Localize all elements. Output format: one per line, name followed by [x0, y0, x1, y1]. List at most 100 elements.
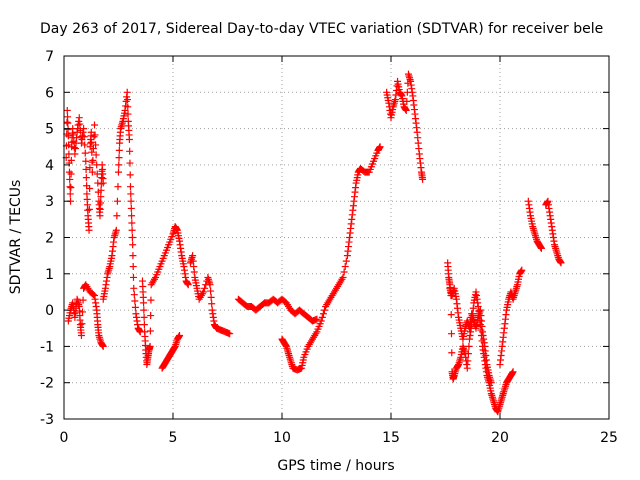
- data-point: [537, 244, 545, 252]
- data-point: [126, 171, 134, 179]
- data-point: [128, 234, 136, 241]
- y-tick-label: 2: [45, 231, 54, 247]
- data-point: [487, 379, 495, 387]
- data-point: [448, 349, 456, 357]
- data-point: [67, 170, 75, 178]
- x-axis-label: GPS time / hours: [277, 458, 394, 474]
- series-6: [186, 252, 234, 338]
- data-point: [206, 281, 214, 289]
- data-point: [339, 273, 347, 281]
- series-2: [64, 281, 107, 350]
- data-point: [99, 342, 107, 350]
- data-point: [64, 132, 72, 140]
- data-point: [98, 174, 106, 182]
- data-point: [79, 308, 87, 316]
- data-point: [81, 149, 89, 157]
- data-point: [226, 330, 234, 338]
- data-point: [464, 350, 472, 358]
- data-point: [402, 106, 410, 114]
- data-point: [207, 287, 215, 295]
- data-point: [97, 199, 105, 207]
- data-point: [140, 299, 148, 307]
- series-1: [62, 106, 107, 234]
- data-point: [126, 159, 134, 167]
- data-point: [176, 332, 184, 340]
- data-point: [518, 266, 526, 274]
- data-point: [342, 257, 350, 265]
- data-point: [146, 327, 154, 335]
- data-point: [88, 148, 96, 156]
- data-point: [464, 357, 472, 365]
- data-point: [130, 284, 138, 292]
- data-point: [131, 297, 139, 305]
- x-tick-label: 5: [169, 430, 178, 446]
- data-point: [64, 119, 72, 127]
- series-9: [383, 70, 427, 183]
- data-point: [96, 205, 104, 213]
- series-5: [158, 332, 184, 372]
- data-point: [65, 168, 73, 176]
- data-point: [66, 183, 74, 191]
- data-point: [200, 288, 208, 296]
- data-point: [419, 175, 427, 183]
- y-tick-label: -3: [40, 412, 54, 428]
- data-point: [99, 179, 107, 187]
- data-point: [79, 296, 87, 304]
- data-point: [115, 161, 123, 169]
- y-tick-label: -2: [40, 376, 54, 392]
- data-point: [447, 311, 455, 319]
- data-point: [129, 241, 137, 249]
- data-point: [65, 150, 73, 158]
- data-point: [341, 263, 349, 271]
- data-point: [140, 306, 148, 314]
- chart-title: Day 263 of 2017, Sidereal Day-to-day VTE…: [40, 21, 603, 37]
- y-tick-label: 4: [45, 158, 54, 174]
- x-tick-label: 20: [491, 430, 509, 446]
- data-point: [64, 126, 72, 134]
- series-3: [99, 88, 144, 336]
- data-point: [88, 168, 96, 176]
- y-tick-label: 6: [45, 85, 54, 101]
- data-point: [127, 190, 135, 198]
- data-point: [88, 138, 96, 146]
- data-point: [112, 226, 120, 234]
- data-point: [201, 284, 209, 292]
- data-point: [75, 114, 83, 122]
- data-point: [91, 131, 99, 139]
- data-points: [62, 70, 565, 416]
- data-point: [114, 183, 122, 191]
- data-point: [463, 364, 471, 372]
- data-point: [509, 368, 517, 376]
- data-point: [81, 141, 89, 149]
- data-point: [128, 219, 136, 227]
- data-point: [123, 88, 131, 96]
- data-point: [66, 190, 74, 198]
- data-point: [340, 268, 348, 276]
- data-point: [85, 205, 93, 213]
- series-13: [524, 197, 545, 252]
- data-point: [140, 313, 148, 321]
- data-point: [82, 165, 90, 173]
- data-point: [127, 197, 135, 205]
- data-point: [77, 332, 85, 340]
- series-4: [138, 223, 192, 369]
- data-point: [147, 296, 155, 304]
- data-point: [313, 315, 321, 323]
- data-point: [76, 120, 84, 128]
- y-tick-label: 3: [45, 194, 54, 210]
- data-point: [129, 263, 137, 271]
- y-tick-label: 1: [45, 267, 54, 283]
- data-point: [85, 226, 93, 234]
- data-point: [89, 145, 97, 153]
- data-point: [128, 226, 136, 234]
- data-point: [128, 212, 136, 220]
- data-point: [376, 143, 384, 151]
- data-point: [70, 144, 78, 152]
- x-tick-label: 0: [60, 430, 69, 446]
- data-point: [321, 306, 329, 314]
- x-tick-label: 15: [382, 430, 400, 446]
- data-point: [318, 313, 326, 321]
- x-tick-label: 25: [600, 430, 618, 446]
- data-point: [130, 291, 138, 299]
